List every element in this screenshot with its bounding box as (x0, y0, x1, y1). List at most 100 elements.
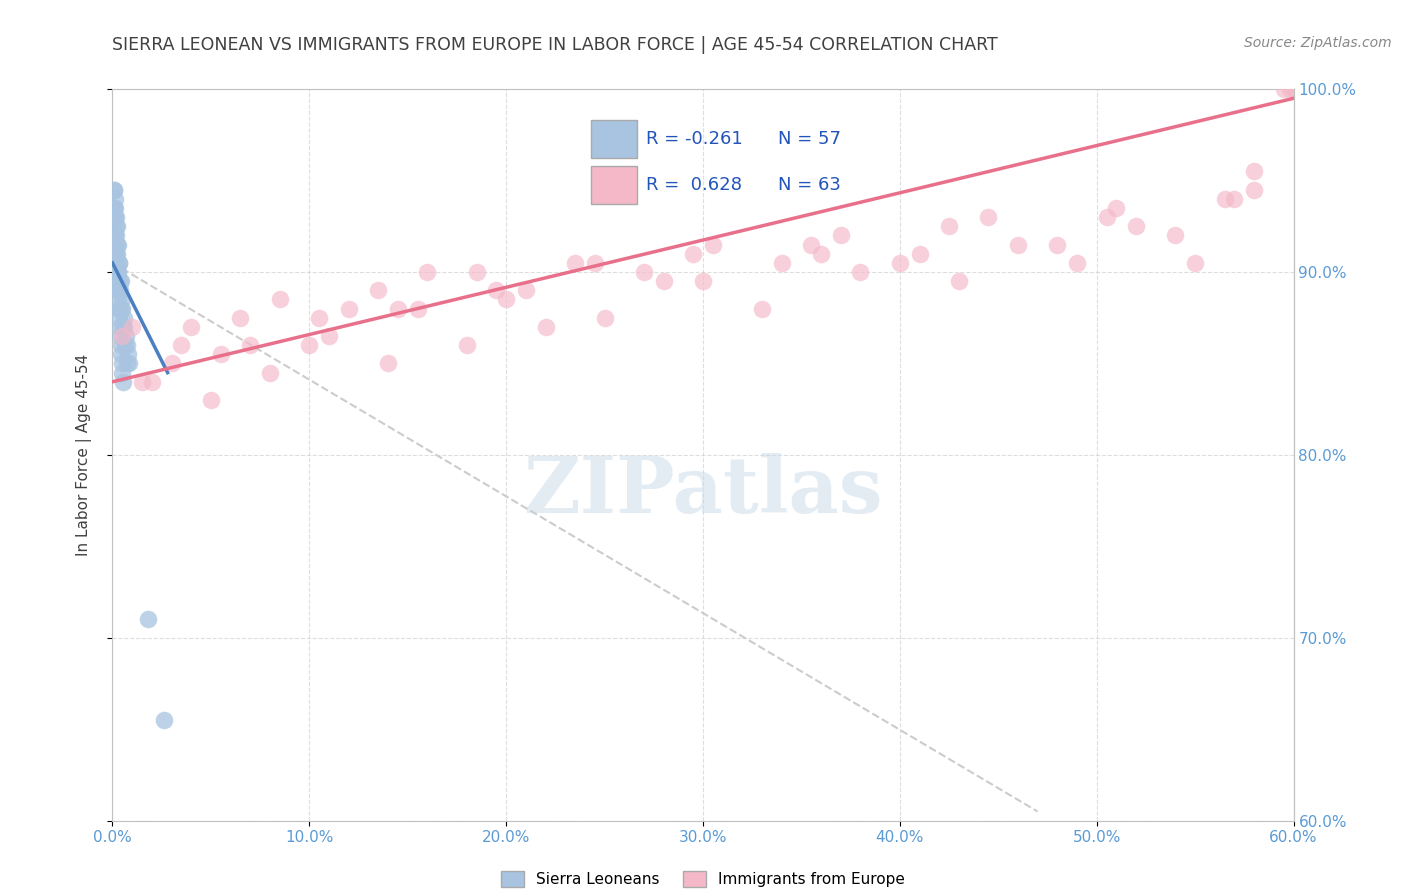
Point (298, 338, 321, 352)
Point (830, 228, 852, 243)
Point (770, 256, 793, 270)
Point (105, 219, 128, 234)
Point (107, 256, 129, 270)
Point (115, 338, 138, 352)
Point (105, 228, 128, 243)
Point (115, 329, 138, 343)
Point (110, 329, 132, 343)
Point (103, 183, 125, 197)
Point (200, 393, 222, 408)
Point (110, 338, 132, 352)
Point (104, 201, 127, 215)
Point (107, 274, 129, 288)
Point (110, 274, 132, 288)
Point (1213, 192, 1236, 206)
Point (564, 256, 586, 270)
Point (180, 320, 202, 334)
Point (105, 211, 128, 225)
Point (889, 256, 911, 270)
Point (1223, 192, 1246, 206)
Point (104, 192, 127, 206)
Point (515, 284, 537, 298)
Point (104, 228, 127, 243)
Point (1278, 82, 1301, 96)
Point (103, 211, 125, 225)
Point (318, 329, 340, 343)
Point (107, 301, 129, 316)
Point (112, 320, 135, 334)
Point (110, 301, 132, 316)
Point (111, 366, 134, 380)
Point (131, 375, 153, 389)
Point (111, 329, 134, 343)
Point (465, 265, 488, 279)
Point (111, 301, 134, 316)
Point (107, 237, 129, 252)
Text: Source: ZipAtlas.com: Source: ZipAtlas.com (1244, 36, 1392, 50)
Point (1184, 256, 1206, 270)
Point (1125, 219, 1147, 234)
Point (112, 310, 135, 325)
Point (652, 274, 675, 288)
Point (111, 357, 134, 371)
Point (115, 357, 138, 371)
Point (1066, 256, 1088, 270)
Point (1282, 82, 1305, 96)
Point (534, 320, 557, 334)
Point (103, 201, 125, 215)
Legend: Sierra Leoneans, Immigrants from Europe: Sierra Leoneans, Immigrants from Europe (495, 865, 911, 892)
Point (107, 237, 129, 252)
Point (387, 301, 409, 316)
Point (110, 347, 132, 361)
Point (136, 613, 159, 627)
Point (1095, 211, 1118, 225)
Point (485, 284, 508, 298)
Point (103, 183, 125, 197)
Point (141, 375, 163, 389)
Point (103, 228, 125, 243)
Point (692, 274, 714, 288)
Point (633, 265, 655, 279)
Point (495, 293, 517, 307)
Point (269, 293, 291, 307)
Point (107, 293, 129, 307)
Point (682, 247, 704, 261)
Point (170, 338, 193, 352)
Point (121, 320, 143, 334)
Point (908, 247, 931, 261)
Point (110, 301, 132, 316)
Point (104, 211, 127, 225)
Point (209, 347, 232, 361)
Point (107, 247, 129, 261)
Point (583, 256, 606, 270)
Point (406, 301, 429, 316)
Point (1007, 237, 1029, 252)
Point (1282, 82, 1305, 96)
Point (1272, 82, 1295, 96)
Point (800, 237, 823, 252)
Point (107, 284, 129, 298)
Point (108, 284, 131, 298)
Point (110, 274, 132, 288)
Point (1243, 164, 1265, 178)
Point (118, 357, 141, 371)
Point (107, 284, 129, 298)
Point (239, 338, 262, 352)
Point (152, 713, 174, 727)
Point (948, 274, 970, 288)
Point (112, 375, 135, 389)
Point (593, 310, 616, 325)
Point (104, 247, 127, 261)
Point (105, 247, 128, 261)
Point (108, 320, 131, 334)
Point (108, 256, 131, 270)
Point (229, 310, 252, 325)
Text: SIERRA LEONEAN VS IMMIGRANTS FROM EUROPE IN LABOR FORCE | AGE 45-54 CORRELATION : SIERRA LEONEAN VS IMMIGRANTS FROM EUROPE… (112, 36, 998, 54)
Point (112, 320, 135, 334)
Point (751, 301, 773, 316)
Point (108, 310, 131, 325)
Point (114, 338, 136, 352)
Point (416, 265, 439, 279)
Point (160, 357, 183, 371)
Point (1243, 183, 1265, 197)
